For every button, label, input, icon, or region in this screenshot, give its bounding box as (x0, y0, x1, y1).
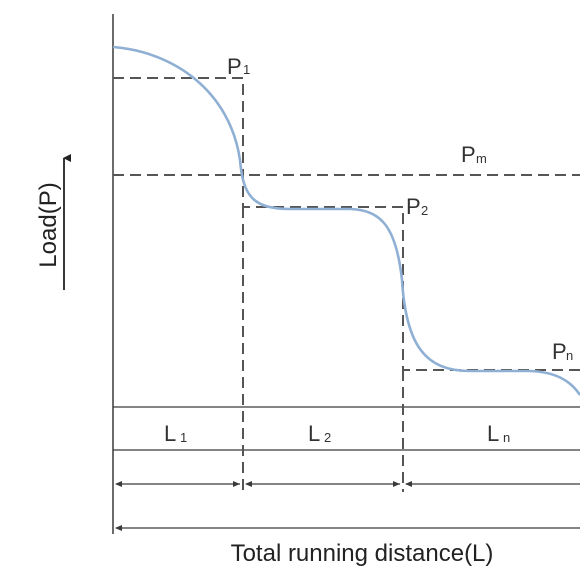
svg-text:1: 1 (243, 62, 250, 77)
svg-text:P: P (552, 339, 567, 364)
svg-text:2: 2 (421, 203, 428, 218)
svg-text:P: P (227, 54, 242, 79)
svg-text:n: n (503, 430, 510, 445)
label-l2: L 2 (308, 421, 331, 446)
svg-text:L: L (308, 421, 320, 446)
label-p2: P 2 (406, 194, 428, 219)
svg-text:m: m (476, 151, 487, 166)
svg-text:P: P (406, 194, 421, 219)
label-ln: L n (487, 421, 510, 446)
load-curve (112, 45, 580, 396)
svg-text:L: L (164, 421, 176, 446)
step-load-dashed (113, 77, 580, 492)
svg-text:P: P (461, 142, 476, 167)
label-pn: P n (552, 339, 573, 364)
svg-text:Load(P): Load(P) (35, 182, 62, 267)
y-axis-label: Load(P) (35, 182, 62, 267)
label-l1: L 1 (164, 421, 187, 446)
x-axis-label: Total running distance(L) (231, 540, 494, 567)
label-p1: P 1 (227, 54, 250, 79)
svg-text:1: 1 (180, 430, 187, 445)
svg-text:L: L (487, 421, 499, 446)
label-pm: P m (461, 142, 487, 167)
svg-text:n: n (566, 348, 573, 363)
svg-text:2: 2 (324, 430, 331, 445)
